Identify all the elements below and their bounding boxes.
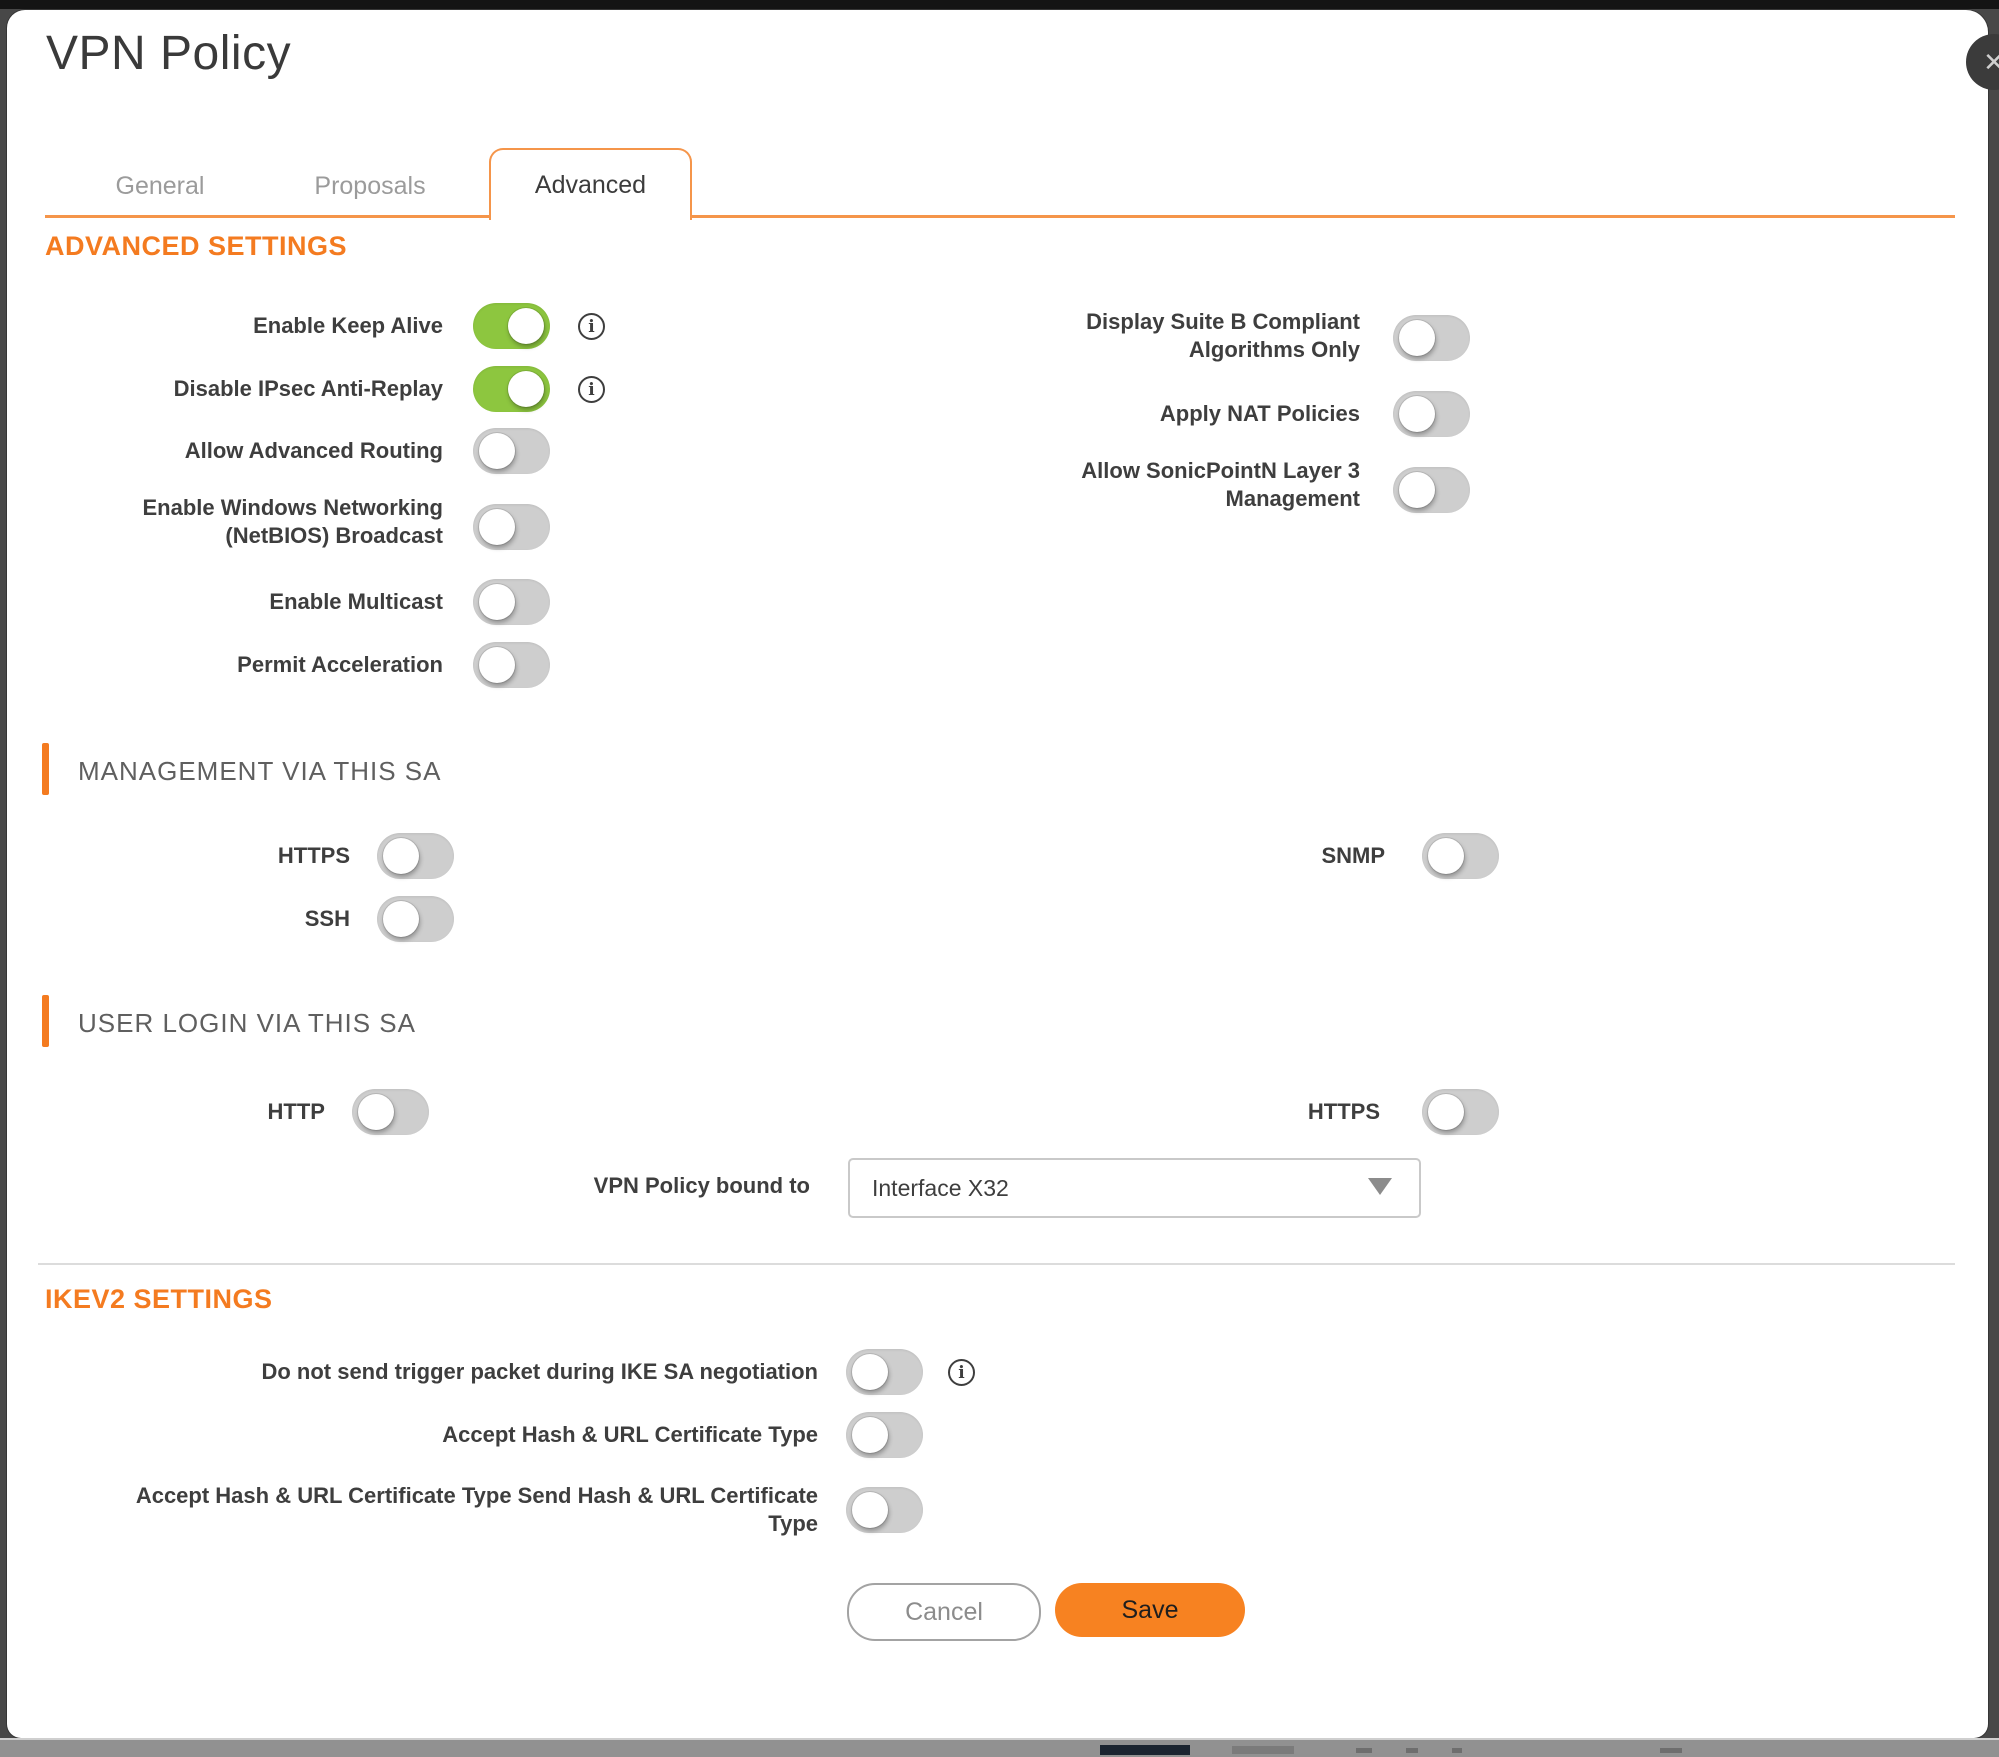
toggle-enable-keep-alive[interactable] — [473, 303, 550, 349]
toggle-knob — [479, 509, 515, 545]
toggle-knob — [1428, 1094, 1464, 1130]
toggle-knob — [479, 647, 515, 683]
toggle-disable-ipsec-anti-replay[interactable] — [473, 366, 550, 412]
toggle-knob — [383, 838, 419, 874]
save-button[interactable]: Save — [1055, 1583, 1245, 1637]
toggle-knob — [852, 1492, 888, 1528]
section-advanced-settings: ADVANCED SETTINGS — [45, 231, 348, 261]
background-page-fragment — [1406, 1748, 1418, 1753]
background-page-strip — [0, 1738, 1999, 1757]
label-sonicpointn-layer3: Allow SonicPointN Layer 3 Management — [1081, 458, 1360, 511]
label-apply-nat-policies: Apply NAT Policies — [1159, 401, 1360, 426]
section-divider — [38, 1263, 1955, 1265]
toggle-accept-hash-url[interactable] — [846, 1412, 923, 1458]
toggle-netbios-broadcast[interactable] — [473, 504, 550, 550]
toggle-accept-send-hash-url[interactable] — [846, 1487, 923, 1533]
toggle-knob — [1428, 838, 1464, 874]
toggle-no-trigger-packet[interactable] — [846, 1349, 923, 1395]
dropdown-caret-icon — [1368, 1178, 1392, 1195]
close-icon: ✕ — [1983, 46, 1999, 77]
toggle-http-login[interactable] — [352, 1089, 429, 1135]
background-page-fragment — [1660, 1748, 1682, 1753]
toggle-https-login[interactable] — [1422, 1089, 1499, 1135]
label-https-mgmt: HTTPS — [277, 843, 350, 868]
toggle-knob — [1399, 472, 1435, 508]
bound-to-value: Interface X32 — [872, 1174, 1009, 1201]
toggle-permit-acceleration[interactable] — [473, 642, 550, 688]
section-accent-bar — [42, 995, 49, 1047]
toggle-knob — [852, 1354, 888, 1390]
label-https-login: HTTPS — [1307, 1099, 1380, 1124]
section-user-login: USER LOGIN VIA THIS SA — [78, 1008, 416, 1038]
tab-proposals[interactable]: Proposals — [314, 172, 426, 200]
info-icon[interactable]: i — [578, 376, 605, 403]
background-page-fragment — [1452, 1748, 1462, 1753]
toggle-enable-multicast[interactable] — [473, 579, 550, 625]
label-ssh-mgmt: SSH — [304, 906, 350, 931]
label-http-login: HTTP — [267, 1099, 325, 1124]
tab-underline — [45, 215, 1955, 218]
info-icon[interactable]: i — [578, 313, 605, 340]
label-no-trigger-packet: Do not send trigger packet during IKE SA… — [261, 1359, 818, 1384]
label-enable-multicast: Enable Multicast — [269, 589, 443, 614]
section-management: MANAGEMENT VIA THIS SA — [78, 756, 442, 786]
toggle-knob — [508, 371, 544, 407]
cancel-button[interactable]: Cancel — [847, 1583, 1041, 1641]
toggle-snmp-mgmt[interactable] — [1422, 833, 1499, 879]
toggle-sonicpointn-layer3[interactable] — [1393, 467, 1470, 513]
background-page-fragment — [1356, 1748, 1372, 1753]
toggle-ssh-mgmt[interactable] — [377, 896, 454, 942]
toggle-apply-nat-policies[interactable] — [1393, 391, 1470, 437]
section-ikev2: IKEV2 SETTINGS — [45, 1284, 273, 1314]
tab-advanced[interactable]: Advanced — [489, 148, 692, 220]
toggle-knob — [508, 308, 544, 344]
bound-to-dropdown[interactable]: Interface X32 — [848, 1158, 1421, 1218]
toggle-knob — [479, 433, 515, 469]
label-vpn-policy-bound-to: VPN Policy bound to — [593, 1173, 810, 1198]
toggle-suite-b-compliant[interactable] — [1393, 315, 1470, 361]
tab-advanced-label: Advanced — [534, 170, 647, 199]
label-permit-acceleration: Permit Acceleration — [237, 652, 443, 677]
toggle-knob — [358, 1094, 394, 1130]
page-title: VPN Policy — [46, 27, 292, 80]
background-page-fragment — [1232, 1746, 1294, 1754]
toggle-knob — [479, 584, 515, 620]
label-enable-keep-alive: Enable Keep Alive — [253, 313, 443, 338]
label-suite-b-compliant: Display Suite B Compliant Algorithms Onl… — [1086, 309, 1360, 362]
label-allow-advanced-routing: Allow Advanced Routing — [184, 438, 443, 463]
toggle-allow-advanced-routing[interactable] — [473, 428, 550, 474]
info-icon[interactable]: i — [948, 1359, 975, 1386]
label-disable-ipsec-anti-replay: Disable IPsec Anti-Replay — [173, 376, 443, 401]
section-accent-bar — [42, 743, 49, 795]
tab-general[interactable]: General — [115, 172, 205, 200]
label-snmp-mgmt: SNMP — [1321, 843, 1385, 868]
backdrop-top-edge — [0, 0, 1999, 9]
background-page-fragment — [1100, 1745, 1190, 1755]
toggle-knob — [852, 1417, 888, 1453]
toggle-https-mgmt[interactable] — [377, 833, 454, 879]
toggle-knob — [1399, 320, 1435, 356]
label-netbios-broadcast: Enable Windows Networking (NetBIOS) Broa… — [142, 495, 444, 548]
toggle-knob — [383, 901, 419, 937]
label-accept-hash-url: Accept Hash & URL Certificate Type — [442, 1422, 818, 1447]
label-accept-send-hash-url: Accept Hash & URL Certificate Type Send … — [135, 1483, 818, 1536]
vpn-policy-dialog — [7, 10, 1988, 1738]
toggle-knob — [1399, 396, 1435, 432]
